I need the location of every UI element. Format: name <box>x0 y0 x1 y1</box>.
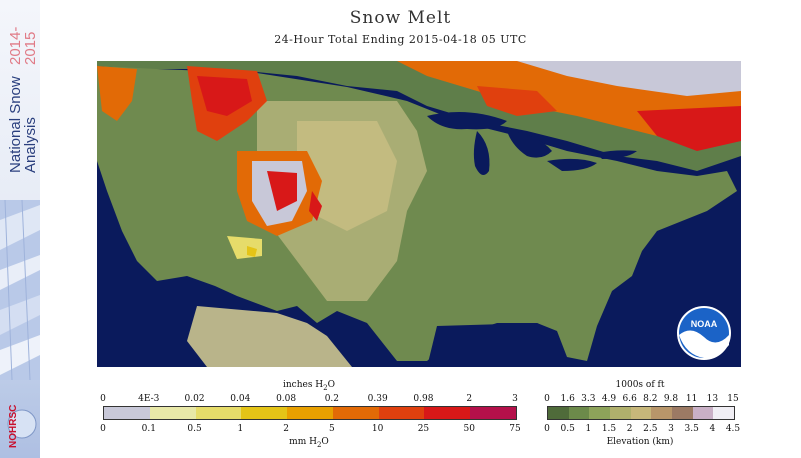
melt-top-unit: inches H2O <box>282 380 336 392</box>
snow-melt-map: NOAA <box>97 61 741 367</box>
melt-scale-swatch <box>149 407 196 419</box>
map-subtitle: 24-Hour Total Ending 2015-04-18 05 UTC <box>274 33 527 46</box>
elev-km-tick: 3 <box>668 424 674 434</box>
elev-km-tick: 4 <box>709 424 716 434</box>
elev-km-tick: 1.5 <box>601 424 617 434</box>
elev-ft-tick: 0 <box>544 394 550 404</box>
sidebar-years-bottom: 2015 <box>22 32 38 65</box>
melt-mm-tick: 0.5 <box>187 424 202 434</box>
elev-km-tick: 0 <box>544 424 550 434</box>
elev-km-tick: 1 <box>585 424 592 434</box>
elev-ft-tick: 3.3 <box>581 394 596 404</box>
elev-ft-tick: 6.6 <box>622 394 637 404</box>
melt-scale-swatch <box>104 407 150 419</box>
noaa-logo-text: NOAA <box>691 319 718 329</box>
elev-ft-tick: 1.6 <box>560 394 575 404</box>
elev-scale-swatch <box>589 407 611 419</box>
melt-mm-tick: 0 <box>100 424 106 434</box>
melt-scale-swatch <box>241 407 288 419</box>
melt-inch-tick: 0.02 <box>184 394 205 404</box>
nohrsc-logo: NOHRSC <box>2 384 38 450</box>
elev-km-tick: 4.5 <box>725 424 741 434</box>
melt-mm-tick: 0.1 <box>141 424 156 434</box>
sidebar-title-line2: Analysis <box>22 117 38 173</box>
elev-km-tick: 0.5 <box>560 424 575 434</box>
melt-inch-tick: 3 <box>512 394 518 404</box>
elev-scale-swatch <box>692 407 714 419</box>
melt-scale-swatch <box>378 407 425 419</box>
melt-inch-tick: 0.04 <box>230 394 251 404</box>
elev-color-bar <box>547 406 735 420</box>
melt-scale-swatch <box>332 407 379 419</box>
elev-top-unit: 1000s of ft <box>615 380 665 390</box>
melt-mm-tick: 2 <box>283 424 289 434</box>
melt-inch-tick: 0.39 <box>367 394 388 404</box>
melt-mm-tick: 5 <box>329 424 335 434</box>
sidebar-title-line1: National Snow <box>7 76 24 173</box>
nohrsc-logo-text: NOHRSC <box>8 405 19 448</box>
melt-inch-tick: 0.2 <box>324 394 340 404</box>
melt-mm-tick: 75 <box>509 424 521 434</box>
sidebar-title: National Snow Analysis 2014- 2015 <box>2 5 38 175</box>
elev-scale-swatch <box>651 407 673 419</box>
sidebar-years-top: 2014- <box>7 27 24 65</box>
elev-ft-tick: 8.2 <box>643 394 658 404</box>
elev-scale-swatch <box>568 407 590 419</box>
elev-ft-tick: 13 <box>706 394 719 404</box>
melt-inch-tick: 0.08 <box>276 394 297 404</box>
melt-mm-tick: 10 <box>371 424 384 434</box>
elev-km-tick: 3.5 <box>684 424 699 434</box>
melt-color-bar <box>103 406 517 420</box>
melt-mm-tick: 1 <box>237 424 244 434</box>
elev-scale-swatch <box>610 407 631 419</box>
elev-scale-swatch <box>630 407 652 419</box>
elev-km-tick: 2 <box>626 424 633 434</box>
elev-scale-swatch <box>548 407 569 419</box>
sidebar-ice-image <box>0 199 40 381</box>
elev-ft-tick: 15 <box>727 394 739 404</box>
noaa-logo: NOAA <box>676 305 732 361</box>
elev-ft-tick: 9.8 <box>663 394 679 404</box>
melt-scale-swatch <box>195 407 242 419</box>
melt-mm-tick: 25 <box>417 424 430 434</box>
elev-bottom-unit: Elevation (km) <box>606 437 674 447</box>
elev-km-tick: 2.5 <box>643 424 658 434</box>
melt-scale-swatch <box>424 407 471 419</box>
elev-scale-swatch <box>713 407 735 419</box>
elev-ft-tick: 4.9 <box>601 394 617 404</box>
melt-bottom-unit: mm H2O <box>289 437 329 449</box>
melt-inch-tick: 0.98 <box>413 394 434 404</box>
sidebar-branding: National Snow Analysis 2014- 2015 NOHRSC <box>0 0 40 458</box>
melt-scale-swatch <box>470 407 517 419</box>
melt-inch-tick: 2 <box>466 394 473 404</box>
melt-mm-tick: 50 <box>463 424 475 434</box>
melt-inch-tick: 0 <box>100 394 106 404</box>
elev-ft-tick: 11 <box>685 394 698 404</box>
melt-inch-tick: 4E-3 <box>138 394 160 404</box>
melt-scale-swatch <box>287 407 333 419</box>
elev-scale-swatch <box>672 407 693 419</box>
map-title: Snow Melt <box>349 8 452 28</box>
